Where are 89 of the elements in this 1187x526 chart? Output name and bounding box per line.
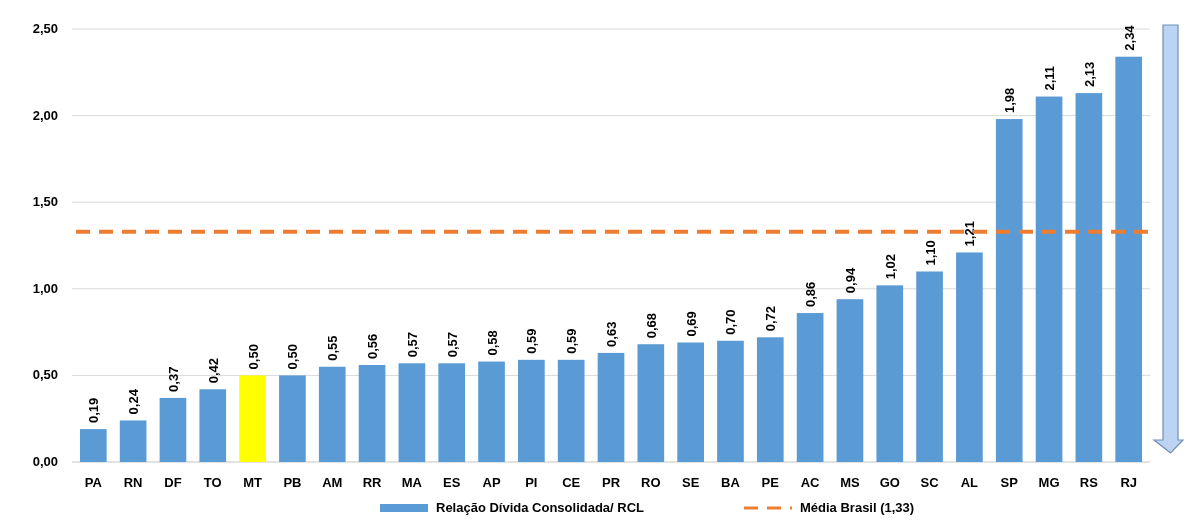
data-label: 0,55 (325, 335, 341, 361)
x-tick-label: AM (322, 475, 343, 490)
data-label: 0,69 (683, 311, 699, 337)
data-label: 0,70 (723, 309, 739, 335)
data-label: 2,34 (1121, 24, 1137, 51)
bar (318, 366, 346, 462)
data-label: 0,57 (404, 331, 420, 358)
x-tick-label: RO (641, 475, 661, 490)
x-tick-label: SC (920, 475, 940, 490)
y-tick-label: 1,00 (32, 280, 58, 296)
x-tick-label: CE (562, 475, 581, 490)
x-tick-label: DF (164, 475, 182, 490)
bar (956, 252, 983, 462)
data-label: 0,59 (564, 328, 580, 354)
x-tick-label: MG (1038, 475, 1060, 490)
data-label: 0,58 (484, 330, 500, 356)
x-tick-label: PA (84, 475, 103, 490)
bar (199, 389, 227, 462)
x-tick-label: BA (721, 475, 741, 490)
y-tick-label: 2,50 (32, 21, 58, 36)
bar (756, 337, 784, 462)
bar (119, 420, 147, 462)
x-tick-label: GO (879, 475, 900, 490)
bar (597, 352, 625, 462)
bar (358, 365, 386, 462)
bar (239, 375, 266, 462)
bar (1075, 93, 1103, 462)
data-label: 1,10 (922, 240, 938, 266)
data-label: 0,50 (245, 344, 261, 370)
data-label: 0,37 (165, 366, 181, 392)
bar (159, 397, 187, 462)
x-tick-label: ES (443, 475, 461, 490)
x-tick-label: MA (401, 475, 423, 490)
bar (637, 344, 665, 462)
data-label: 0,94 (842, 267, 858, 294)
data-label: 0,24 (126, 388, 142, 415)
x-tick-label: PE (761, 475, 780, 490)
bar (438, 363, 466, 462)
data-label: 0,68 (643, 312, 659, 339)
bar (836, 299, 864, 462)
x-tick-label: RS (1079, 475, 1099, 490)
bar (995, 119, 1023, 462)
y-tick-label: 0,00 (32, 454, 58, 469)
bar (1115, 56, 1143, 462)
x-tick-label: PR (601, 475, 621, 490)
data-label: 0,19 (86, 397, 102, 424)
data-label: 0,72 (763, 305, 779, 332)
bar (398, 363, 426, 462)
data-label: 0,56 (365, 333, 381, 360)
bar (478, 361, 505, 462)
x-tick-label: RR (362, 475, 383, 490)
data-label: 1,02 (882, 254, 898, 280)
x-tick-label: PI (525, 475, 538, 490)
bar (916, 271, 943, 462)
data-label: 0,57 (444, 331, 460, 358)
data-label: 0,59 (524, 328, 540, 354)
data-label: 2,13 (1081, 61, 1097, 88)
bar (518, 359, 545, 462)
data-label: 0,86 (803, 281, 819, 308)
data-label: 0,50 (285, 344, 301, 370)
x-tick-label: MS (840, 475, 861, 490)
data-label: 1,21 (962, 221, 978, 247)
data-label: 0,63 (604, 321, 619, 347)
x-tick-label: MT (243, 475, 263, 490)
legend-label: Relação Dívida Consolidada/ RCL (436, 500, 645, 515)
bar (79, 429, 107, 462)
x-tick-label: AP (482, 475, 501, 490)
data-label: 0,42 (205, 357, 221, 384)
bar (796, 313, 824, 462)
x-tick-label: SE (681, 475, 700, 490)
bar (677, 342, 704, 462)
x-tick-label: TO (203, 475, 222, 490)
data-label: 1,98 (1002, 87, 1018, 114)
y-tick-label: 0,50 (32, 367, 58, 383)
x-tick-label: PB (283, 475, 302, 490)
x-tick-label: SP (1000, 475, 1019, 490)
legend-label: Média Brasil (1,33) (800, 500, 915, 515)
bar (717, 340, 744, 462)
x-tick-label: AC (800, 475, 821, 490)
bar (557, 359, 585, 462)
x-tick-label: RJ (1120, 475, 1138, 490)
bar (279, 375, 306, 462)
data-label: 2,11 (1042, 65, 1058, 91)
bar (876, 285, 904, 462)
x-tick-label: RN (123, 475, 143, 490)
bar (1035, 96, 1063, 462)
x-tick-label: AL (960, 475, 979, 490)
y-tick-label: 1,50 (32, 194, 58, 210)
y-tick-label: 2,00 (32, 107, 58, 123)
